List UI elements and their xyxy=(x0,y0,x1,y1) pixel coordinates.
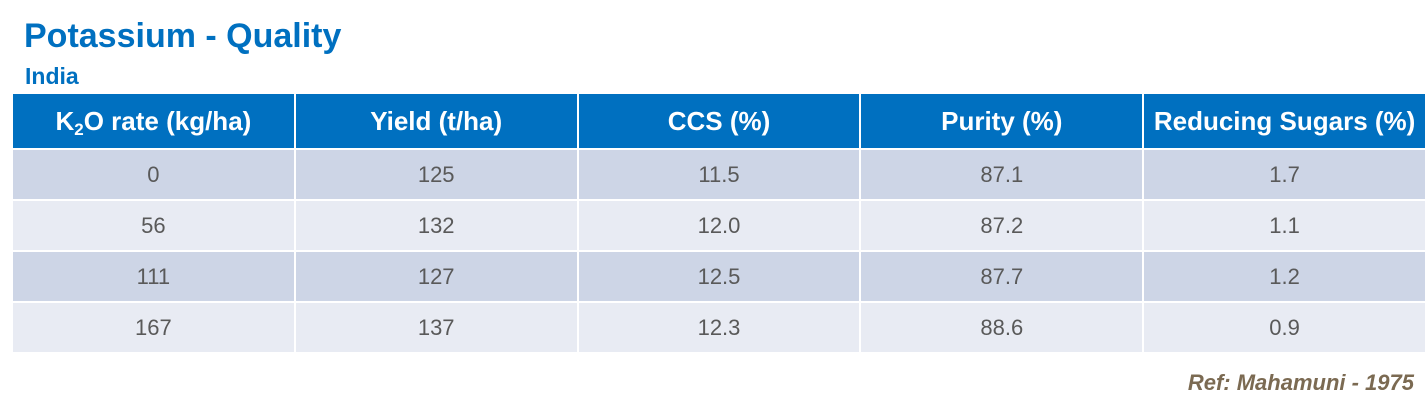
column-header: Reducing Sugars (%) xyxy=(1142,92,1427,150)
table-cell: 1.1 xyxy=(1142,199,1427,252)
table-body: 0 125 11.5 87.1 1.7 56 132 12.0 87.2 1.1 111 127 12.… xyxy=(11,148,1427,354)
table-row: 111 127 12.5 87.7 1.2 xyxy=(11,250,1427,303)
table-cell: 12.0 xyxy=(576,199,862,252)
table-cell: 12.5 xyxy=(576,250,862,303)
column-header: K2O rate (kg/ha) xyxy=(11,92,296,150)
subtitle: India xyxy=(25,63,79,89)
header-subscript: 2 xyxy=(74,119,84,139)
table-cell: 11.5 xyxy=(576,148,862,201)
table-cell: 12.3 xyxy=(576,301,862,354)
table-cell: 87.2 xyxy=(859,199,1145,252)
table-cell: 111 xyxy=(11,250,296,303)
table-cell: 132 xyxy=(293,199,579,252)
table-cell: 127 xyxy=(293,250,579,303)
table-cell: 87.1 xyxy=(859,148,1145,201)
table-cell: 137 xyxy=(293,301,579,354)
table-cell: 0.9 xyxy=(1142,301,1427,354)
table-cell: 1.2 xyxy=(1142,250,1427,303)
table-cell: 0 xyxy=(11,148,296,201)
table-head: K2O rate (kg/ha) Yield (t/ha) CCS (%) Purit… xyxy=(11,92,1427,150)
table-cell: 87.7 xyxy=(859,250,1145,303)
data-table: K2O rate (kg/ha) Yield (t/ha) CCS (%) Purit… xyxy=(11,92,1427,354)
table-row: 167 137 12.3 88.6 0.9 xyxy=(11,301,1427,354)
column-header: Purity (%) xyxy=(859,92,1145,150)
table-cell: 1.7 xyxy=(1142,148,1427,201)
header-text: K xyxy=(55,105,75,136)
table-cell: 56 xyxy=(11,199,296,252)
header-row: K2O rate (kg/ha) Yield (t/ha) CCS (%) Purit… xyxy=(11,92,1427,150)
title: Potassium - Quality xyxy=(24,17,342,55)
column-header: CCS (%) xyxy=(576,92,862,150)
table-cell: 88.6 xyxy=(859,301,1145,354)
table-cell: 167 xyxy=(11,301,296,354)
table-row: 56 132 12.0 87.2 1.1 xyxy=(11,199,1427,252)
header-text: O rate (kg/ha) xyxy=(83,105,252,136)
table-cell: 125 xyxy=(293,148,579,201)
column-header: Yield (t/ha) xyxy=(293,92,579,150)
table-row: 0 125 11.5 87.1 1.7 xyxy=(11,148,1427,201)
reference: Ref: Mahamuni - 1975 xyxy=(1187,370,1414,395)
